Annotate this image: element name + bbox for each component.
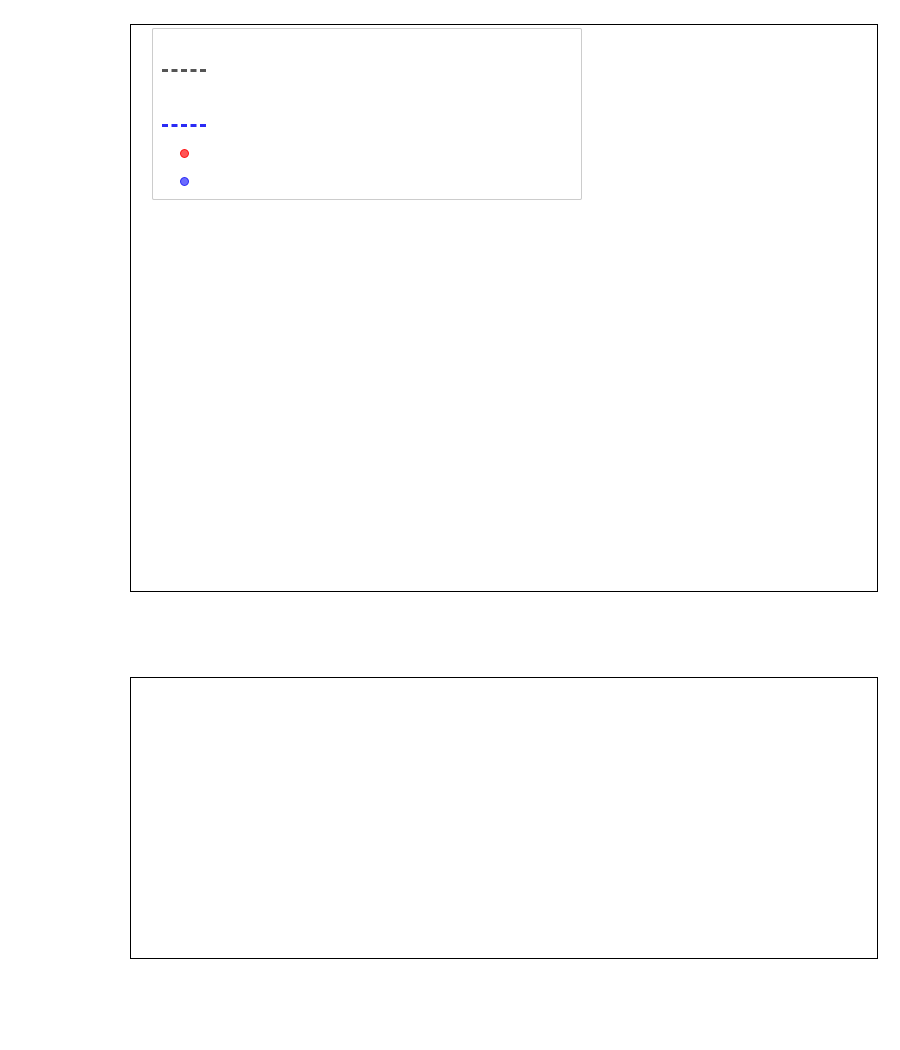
dashed-gray-line-icon: [161, 59, 207, 81]
legend-entry-raw: [153, 142, 583, 164]
legend-entry-platepar: [153, 35, 583, 57]
legend-entry-vignetting-coeff: [153, 59, 583, 81]
legend-entry-gamma: [153, 83, 583, 105]
legend-platepar-marker: [161, 35, 207, 57]
legend-gamma-marker: [161, 83, 207, 105]
red-dot-marker-icon: [161, 142, 207, 164]
legend-entry-fit: [153, 114, 583, 136]
bottom-plot-canvas: [131, 678, 877, 958]
blue-dot-marker-icon: [161, 170, 207, 192]
fit-residuals-plot: [130, 677, 878, 959]
dashed-blue-line-icon: [161, 114, 207, 136]
legend-entry-corrected: [153, 170, 583, 192]
top-plot-legend: [152, 28, 582, 200]
